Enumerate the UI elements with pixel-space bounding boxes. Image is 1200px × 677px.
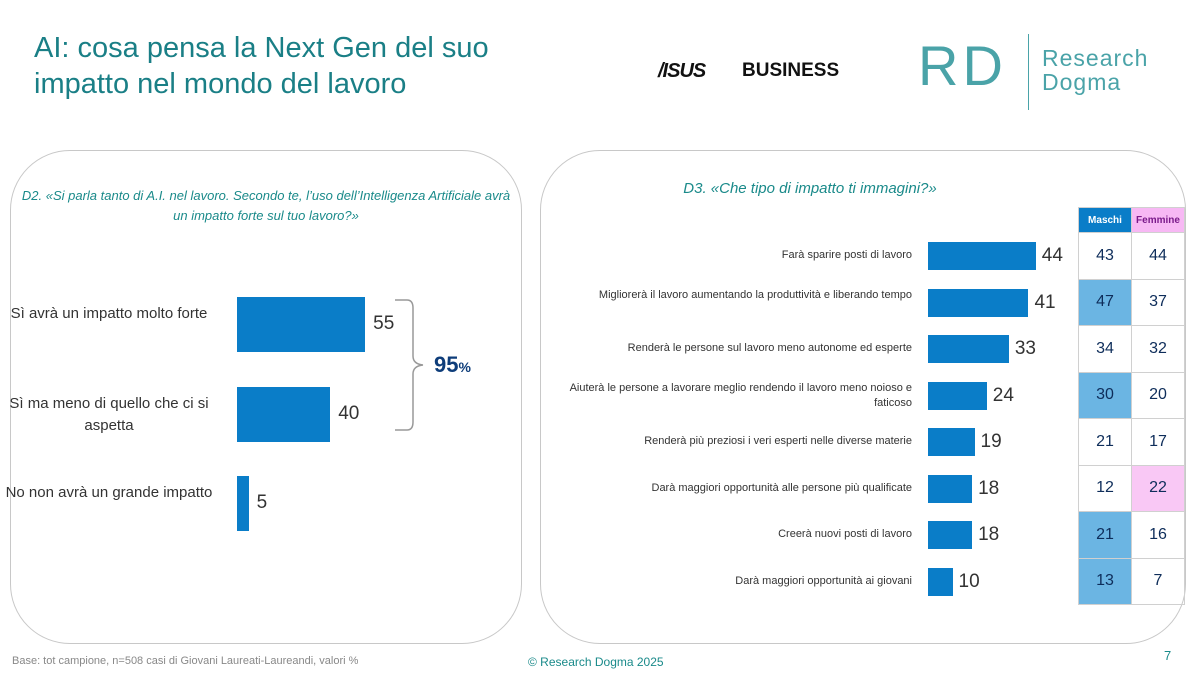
total-value: 95 (434, 352, 459, 377)
rd-name-2: Dogma (1042, 69, 1122, 95)
table-row: 12 22 (1078, 464, 1185, 512)
category-label: Darà maggiori opportunità alle persone p… (651, 481, 913, 494)
table-row: 21 17 (1078, 418, 1185, 466)
maschi-cell: 34 (1078, 325, 1132, 373)
category-label: Sì ma meno di quello che ci si aspetta (9, 395, 209, 434)
table-row: 13 7 (1078, 557, 1185, 605)
femmine-cell: 16 (1131, 511, 1185, 559)
data-label: 19 (980, 431, 1002, 452)
total-annotation: 95% (434, 352, 471, 378)
total-unit: % (458, 359, 471, 375)
bar (237, 297, 366, 352)
category-label: Renderà le persone sul lavoro meno auton… (627, 342, 912, 354)
category-label: Sì avrà un impatto molto forte (10, 305, 208, 322)
left-panel (10, 150, 522, 644)
bar (928, 335, 1009, 363)
data-label: 10 (958, 570, 980, 592)
rd-name-1: Research (1042, 45, 1149, 71)
logo-divider (1028, 34, 1029, 110)
data-label: 18 (978, 524, 1000, 545)
category-label: Farà sparire posti di lavoro (781, 249, 912, 261)
category-label: Creerà nuovi posti di lavoro (778, 528, 912, 540)
table-row: 34 32 (1078, 325, 1185, 373)
bar (928, 288, 1029, 317)
table-row: 43 44 (1078, 232, 1185, 280)
table-row: 47 37 (1078, 278, 1185, 326)
bar (928, 474, 973, 503)
d2-question: D2. «Si parla tanto di A.I. nel lavoro. … (21, 188, 511, 223)
research-dogma-name: Research Dogma (1042, 46, 1148, 94)
maschi-cell: 21 (1078, 418, 1132, 466)
copyright: © Research Dogma 2025 (528, 655, 664, 669)
bar (928, 242, 1036, 270)
femmine-cell: 37 (1131, 278, 1185, 326)
category-label: Migliorerà il lavoro aumentando la produ… (598, 288, 912, 301)
maschi-cell: 13 (1078, 557, 1132, 605)
category-label: Darà maggiori opportunità ai giovani (735, 574, 912, 587)
bar (928, 381, 987, 410)
data-label: 33 (1014, 338, 1036, 359)
page-number: 7 (1164, 648, 1172, 663)
category-label: Aiuterà le persone a lavorare meglio ren… (569, 381, 912, 409)
bar (928, 428, 975, 456)
gender-table: Maschi Femmine 43 44 47 37 34 32 30 20 21 17 12 22 2… (1078, 207, 1185, 605)
femmine-cell: 44 (1131, 232, 1185, 280)
table-row: 30 20 (1078, 371, 1185, 419)
data-label: 40 (338, 403, 360, 424)
header-maschi: Maschi (1078, 207, 1132, 233)
d3-question: D3. «Che tipo di impatto ti immagini?» (683, 180, 937, 197)
page-title: AI: cosa pensa la Next Gen del suo impat… (34, 32, 489, 100)
data-label: 18 (978, 477, 1000, 499)
bar (237, 476, 249, 531)
table-row: 21 16 (1078, 511, 1185, 559)
data-label: 41 (1034, 291, 1056, 313)
bar (237, 387, 331, 442)
data-label: 44 (1041, 245, 1063, 266)
femmine-cell: 17 (1131, 418, 1185, 466)
maschi-cell: 21 (1078, 511, 1132, 559)
base-note: Base: tot campione, n=508 casi di Giovan… (12, 655, 359, 667)
bracket-icon (395, 299, 424, 431)
right-panel (540, 150, 1186, 644)
header-femmine: Femmine (1131, 207, 1185, 233)
femmine-cell: 20 (1131, 371, 1185, 419)
maschi-cell: 47 (1078, 278, 1132, 326)
category-label: Renderà più preziosi i veri esperti nell… (644, 435, 912, 447)
category-label: No non avrà un grande impatto (5, 484, 213, 501)
maschi-cell: 30 (1078, 371, 1132, 419)
femmine-cell: 32 (1131, 325, 1185, 373)
femmine-cell: 7 (1131, 557, 1185, 605)
data-label: 5 (256, 492, 268, 513)
asus-logo: /ISUS (658, 60, 706, 82)
research-dogma-logo: RD (918, 34, 1007, 97)
femmine-cell: 22 (1131, 464, 1185, 512)
asus-business-logo: BUSINESS (742, 60, 840, 81)
bar (928, 567, 953, 596)
data-label: 55 (373, 313, 395, 334)
maschi-cell: 12 (1078, 464, 1132, 512)
data-label: 24 (992, 384, 1014, 406)
maschi-cell: 43 (1078, 232, 1132, 280)
bar (928, 521, 973, 549)
